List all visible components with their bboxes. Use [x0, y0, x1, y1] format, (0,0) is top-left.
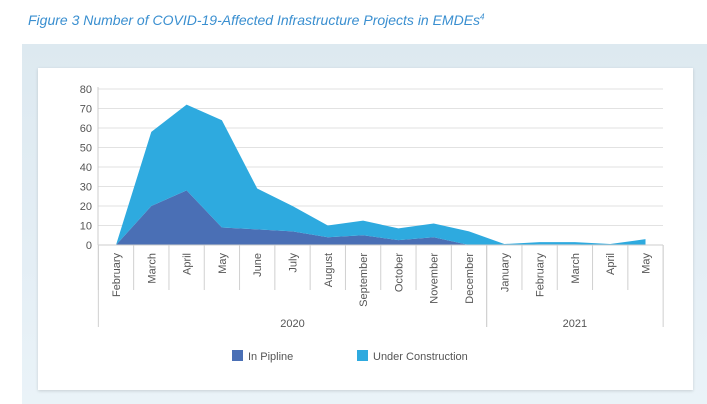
x-tick-label: July [288, 253, 300, 273]
x-tick-label: November [429, 253, 441, 304]
y-tick-label: 50 [80, 143, 92, 155]
legend-label: In Pipline [248, 351, 293, 363]
x-tick-label: June [252, 253, 264, 277]
figure-title: Figure 3 Number of COVID-19-Affected Inf… [28, 12, 485, 28]
x-tick-label: May [641, 253, 653, 274]
area-series-in-pipline [116, 190, 646, 245]
x-tick-label: March [146, 253, 158, 284]
x-tick-label: January [499, 253, 511, 293]
y-tick-label: 30 [80, 182, 92, 194]
x-tick-label: October [393, 253, 405, 292]
y-tick-label: 40 [80, 162, 92, 174]
group-label: 2021 [563, 318, 587, 330]
y-tick-label: 70 [80, 104, 92, 116]
legend-label: Under Construction [373, 351, 468, 363]
x-tick-label: December [464, 253, 476, 304]
x-tick-label: April [182, 253, 194, 275]
y-tick-label: 20 [80, 201, 92, 213]
y-tick-label: 80 [80, 84, 92, 96]
footnote-marker: 4 [480, 12, 485, 22]
x-tick-label: February [111, 253, 123, 298]
legend-swatch [232, 350, 243, 361]
x-tick-label: August [323, 253, 335, 287]
figure-title-text: Figure 3 Number of COVID-19-Affected Inf… [28, 12, 481, 28]
y-tick-label: 10 [80, 221, 92, 233]
x-tick-label: September [358, 253, 370, 307]
legend-swatch [357, 350, 368, 361]
area-series-under-construction [116, 104, 646, 245]
group-label: 2020 [280, 318, 304, 330]
y-tick-label: 60 [80, 123, 92, 135]
x-tick-label: May [217, 253, 229, 274]
x-tick-label: March [570, 253, 582, 284]
x-tick-label: February [535, 253, 547, 298]
y-tick-label: 0 [86, 240, 92, 252]
x-tick-label: April [605, 253, 617, 275]
